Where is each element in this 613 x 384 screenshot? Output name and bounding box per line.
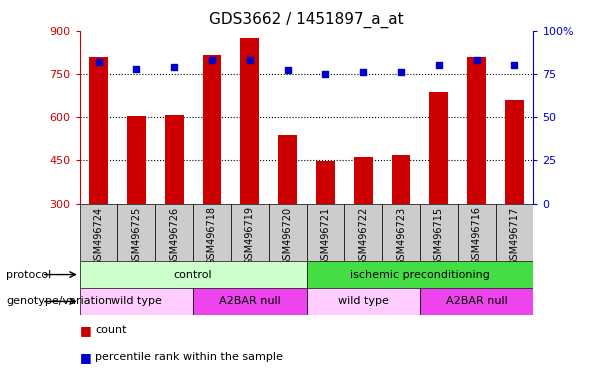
Point — [358, 69, 368, 75]
Text: GSM496722: GSM496722 — [358, 207, 368, 266]
Bar — [80, 204, 118, 261]
Bar — [240, 38, 259, 204]
Bar — [80, 288, 193, 315]
Bar — [268, 204, 306, 261]
Bar — [278, 135, 297, 204]
Text: protocol: protocol — [6, 270, 51, 280]
Bar — [80, 261, 306, 288]
Text: GSM496726: GSM496726 — [169, 207, 179, 265]
Text: GSM496724: GSM496724 — [94, 207, 104, 265]
Bar — [127, 116, 146, 204]
Text: control: control — [173, 270, 213, 280]
Point — [396, 69, 406, 75]
Text: genotype/variation: genotype/variation — [6, 296, 112, 306]
Bar — [495, 204, 533, 261]
Text: ■: ■ — [80, 324, 91, 337]
Bar — [382, 204, 420, 261]
Bar — [316, 161, 335, 204]
Point — [94, 59, 104, 65]
Bar — [193, 204, 231, 261]
Text: percentile rank within the sample: percentile rank within the sample — [95, 352, 283, 362]
Text: ischemic preconditioning: ischemic preconditioning — [350, 270, 490, 280]
Bar — [467, 56, 486, 204]
Text: wild type: wild type — [111, 296, 162, 306]
Text: A2BAR null: A2BAR null — [446, 296, 508, 306]
Point — [131, 66, 141, 72]
Bar — [89, 56, 108, 204]
Text: GSM496723: GSM496723 — [396, 207, 406, 265]
Text: GSM496725: GSM496725 — [131, 207, 142, 266]
Bar — [202, 55, 221, 204]
Text: count: count — [95, 325, 126, 335]
Text: GSM496715: GSM496715 — [434, 207, 444, 265]
Bar — [429, 92, 448, 204]
Point — [207, 57, 217, 63]
Point — [509, 62, 519, 68]
Text: GSM496719: GSM496719 — [245, 207, 255, 265]
Text: ■: ■ — [80, 351, 91, 364]
Point — [245, 57, 255, 63]
Text: wild type: wild type — [338, 296, 389, 306]
Point — [283, 67, 292, 73]
Text: GSM496717: GSM496717 — [509, 207, 519, 265]
Text: GSM496716: GSM496716 — [471, 207, 482, 265]
Bar — [345, 204, 382, 261]
Bar — [193, 288, 306, 315]
Text: GSM496721: GSM496721 — [321, 207, 330, 265]
Text: GSM496720: GSM496720 — [283, 207, 292, 265]
Bar — [505, 100, 524, 204]
Bar — [306, 261, 533, 288]
Bar — [306, 288, 420, 315]
Point — [321, 71, 330, 77]
Bar — [420, 288, 533, 315]
Text: GDS3662 / 1451897_a_at: GDS3662 / 1451897_a_at — [209, 12, 404, 28]
Bar — [420, 204, 458, 261]
Bar — [458, 204, 495, 261]
Point — [169, 64, 179, 70]
Bar — [354, 157, 373, 204]
Bar — [155, 204, 193, 261]
Text: GSM496718: GSM496718 — [207, 207, 217, 265]
Text: A2BAR null: A2BAR null — [219, 296, 281, 306]
Bar — [118, 204, 155, 261]
Point — [434, 62, 444, 68]
Bar — [165, 115, 184, 204]
Bar — [392, 155, 411, 204]
Bar — [306, 204, 345, 261]
Bar — [231, 204, 268, 261]
Point — [472, 57, 482, 63]
